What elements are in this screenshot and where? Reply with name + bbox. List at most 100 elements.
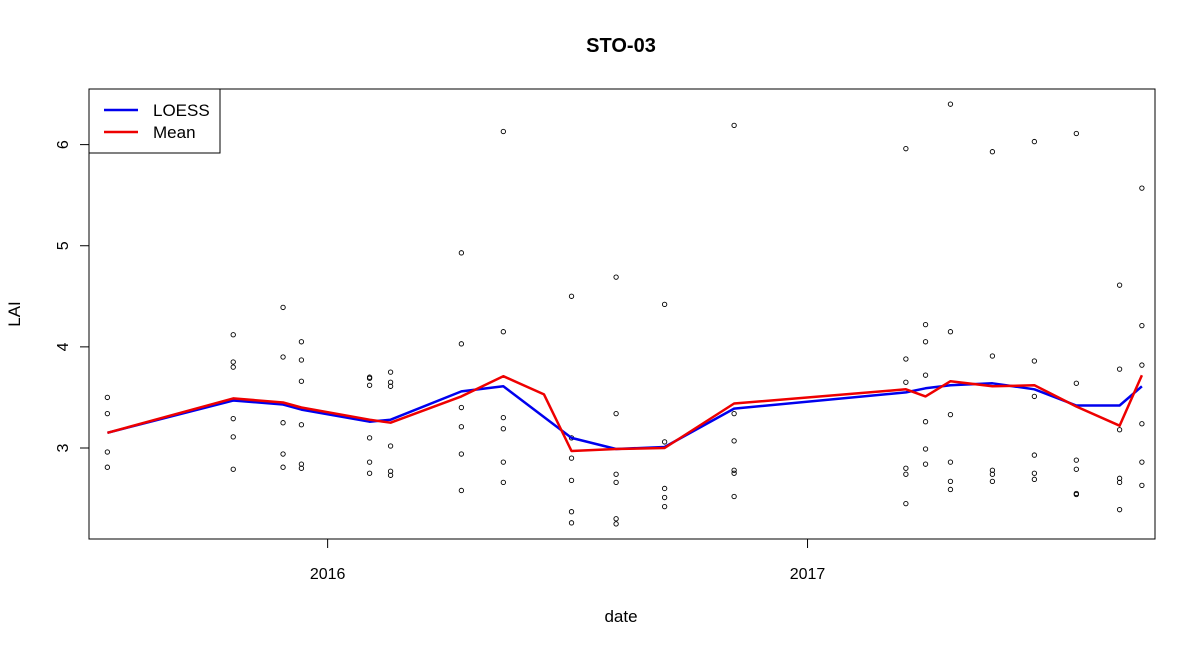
data-point [458, 250, 465, 256]
data-point [1031, 358, 1038, 364]
data-point [298, 339, 305, 345]
data-point [989, 478, 996, 485]
data-point [1116, 366, 1123, 372]
data-point [731, 122, 737, 129]
data-point [1031, 393, 1038, 400]
data-point [1116, 479, 1123, 486]
series-line-loess [107, 382, 1143, 451]
y-tick-label-3: 3 [55, 443, 72, 452]
data-point [387, 369, 394, 375]
data-point [458, 424, 465, 430]
data-point [568, 293, 575, 299]
data-point [903, 471, 909, 477]
data-point [947, 411, 954, 418]
data-point [661, 439, 668, 445]
data-point [1139, 362, 1145, 368]
y-tick-label-6: 6 [55, 140, 72, 149]
data-point [298, 357, 305, 363]
data-point [613, 521, 619, 527]
data-point [458, 404, 465, 411]
x-axis: 2016 2017 [310, 539, 826, 583]
data-point [104, 394, 111, 401]
data-point [1139, 322, 1145, 329]
data-point [731, 467, 737, 473]
legend: LOESS Mean [88, 88, 221, 154]
data-point [903, 500, 909, 507]
data-point [280, 451, 286, 457]
data-point [280, 304, 286, 311]
data-point [500, 329, 506, 335]
data-point [500, 479, 506, 486]
data-point [230, 332, 236, 338]
data-point [613, 274, 619, 280]
data-point [1139, 459, 1145, 465]
y-axis: 3 4 5 6 [55, 140, 89, 452]
data-points [104, 101, 1145, 527]
data-point [903, 379, 909, 385]
data-point [1073, 130, 1079, 137]
data-point [104, 410, 111, 417]
data-point [568, 477, 575, 483]
data-point [947, 329, 954, 335]
data-point [947, 478, 954, 485]
x-tick-label-2017: 2017 [790, 566, 826, 583]
data-point [947, 101, 954, 107]
data-point [230, 364, 236, 370]
data-point [366, 470, 373, 476]
data-point [280, 354, 286, 360]
data-point [1116, 427, 1123, 433]
data-point [731, 438, 737, 444]
data-point [366, 375, 373, 381]
data-point [500, 128, 506, 135]
data-point [903, 356, 909, 362]
data-point [613, 471, 619, 477]
data-point [922, 339, 929, 345]
data-point [230, 416, 236, 422]
data-point [1031, 476, 1038, 482]
data-point [1031, 138, 1038, 145]
data-point [568, 509, 575, 515]
y-tick-label-4: 4 [55, 342, 72, 351]
data-point [1139, 421, 1145, 427]
chart-title: STO-03 [586, 35, 656, 57]
data-point [366, 459, 373, 465]
data-point [922, 419, 929, 425]
data-point [500, 459, 506, 465]
y-axis-label: LAI [5, 301, 24, 327]
x-tick-label-2016: 2016 [310, 566, 346, 583]
data-point [731, 410, 737, 417]
data-point [1073, 380, 1079, 386]
data-point [1116, 282, 1123, 288]
data-point [1139, 185, 1145, 191]
data-point [366, 435, 373, 441]
data-point [1031, 470, 1038, 476]
data-point [613, 479, 619, 486]
y-tick-label-5: 5 [55, 241, 72, 250]
data-point [661, 301, 668, 308]
plot-frame [88, 88, 1156, 540]
data-point [458, 341, 465, 347]
data-point [104, 464, 111, 470]
data-point [731, 470, 737, 476]
data-point [458, 451, 465, 457]
data-point [366, 382, 373, 388]
data-point [661, 485, 668, 492]
data-point [989, 353, 996, 359]
data-point [613, 516, 619, 522]
data-point [1073, 466, 1079, 472]
series-line-mean [107, 374, 1144, 453]
data-point [230, 359, 236, 365]
data-point [280, 420, 286, 426]
data-point [613, 410, 619, 417]
data-point [989, 149, 996, 155]
data-point [922, 372, 929, 378]
data-point [387, 383, 394, 389]
data-point [989, 471, 996, 477]
data-point [947, 459, 954, 465]
data-point [230, 434, 236, 440]
legend-mean-label: Mean [153, 123, 196, 142]
data-point [903, 465, 909, 471]
data-point [298, 422, 305, 428]
data-point [298, 378, 305, 384]
